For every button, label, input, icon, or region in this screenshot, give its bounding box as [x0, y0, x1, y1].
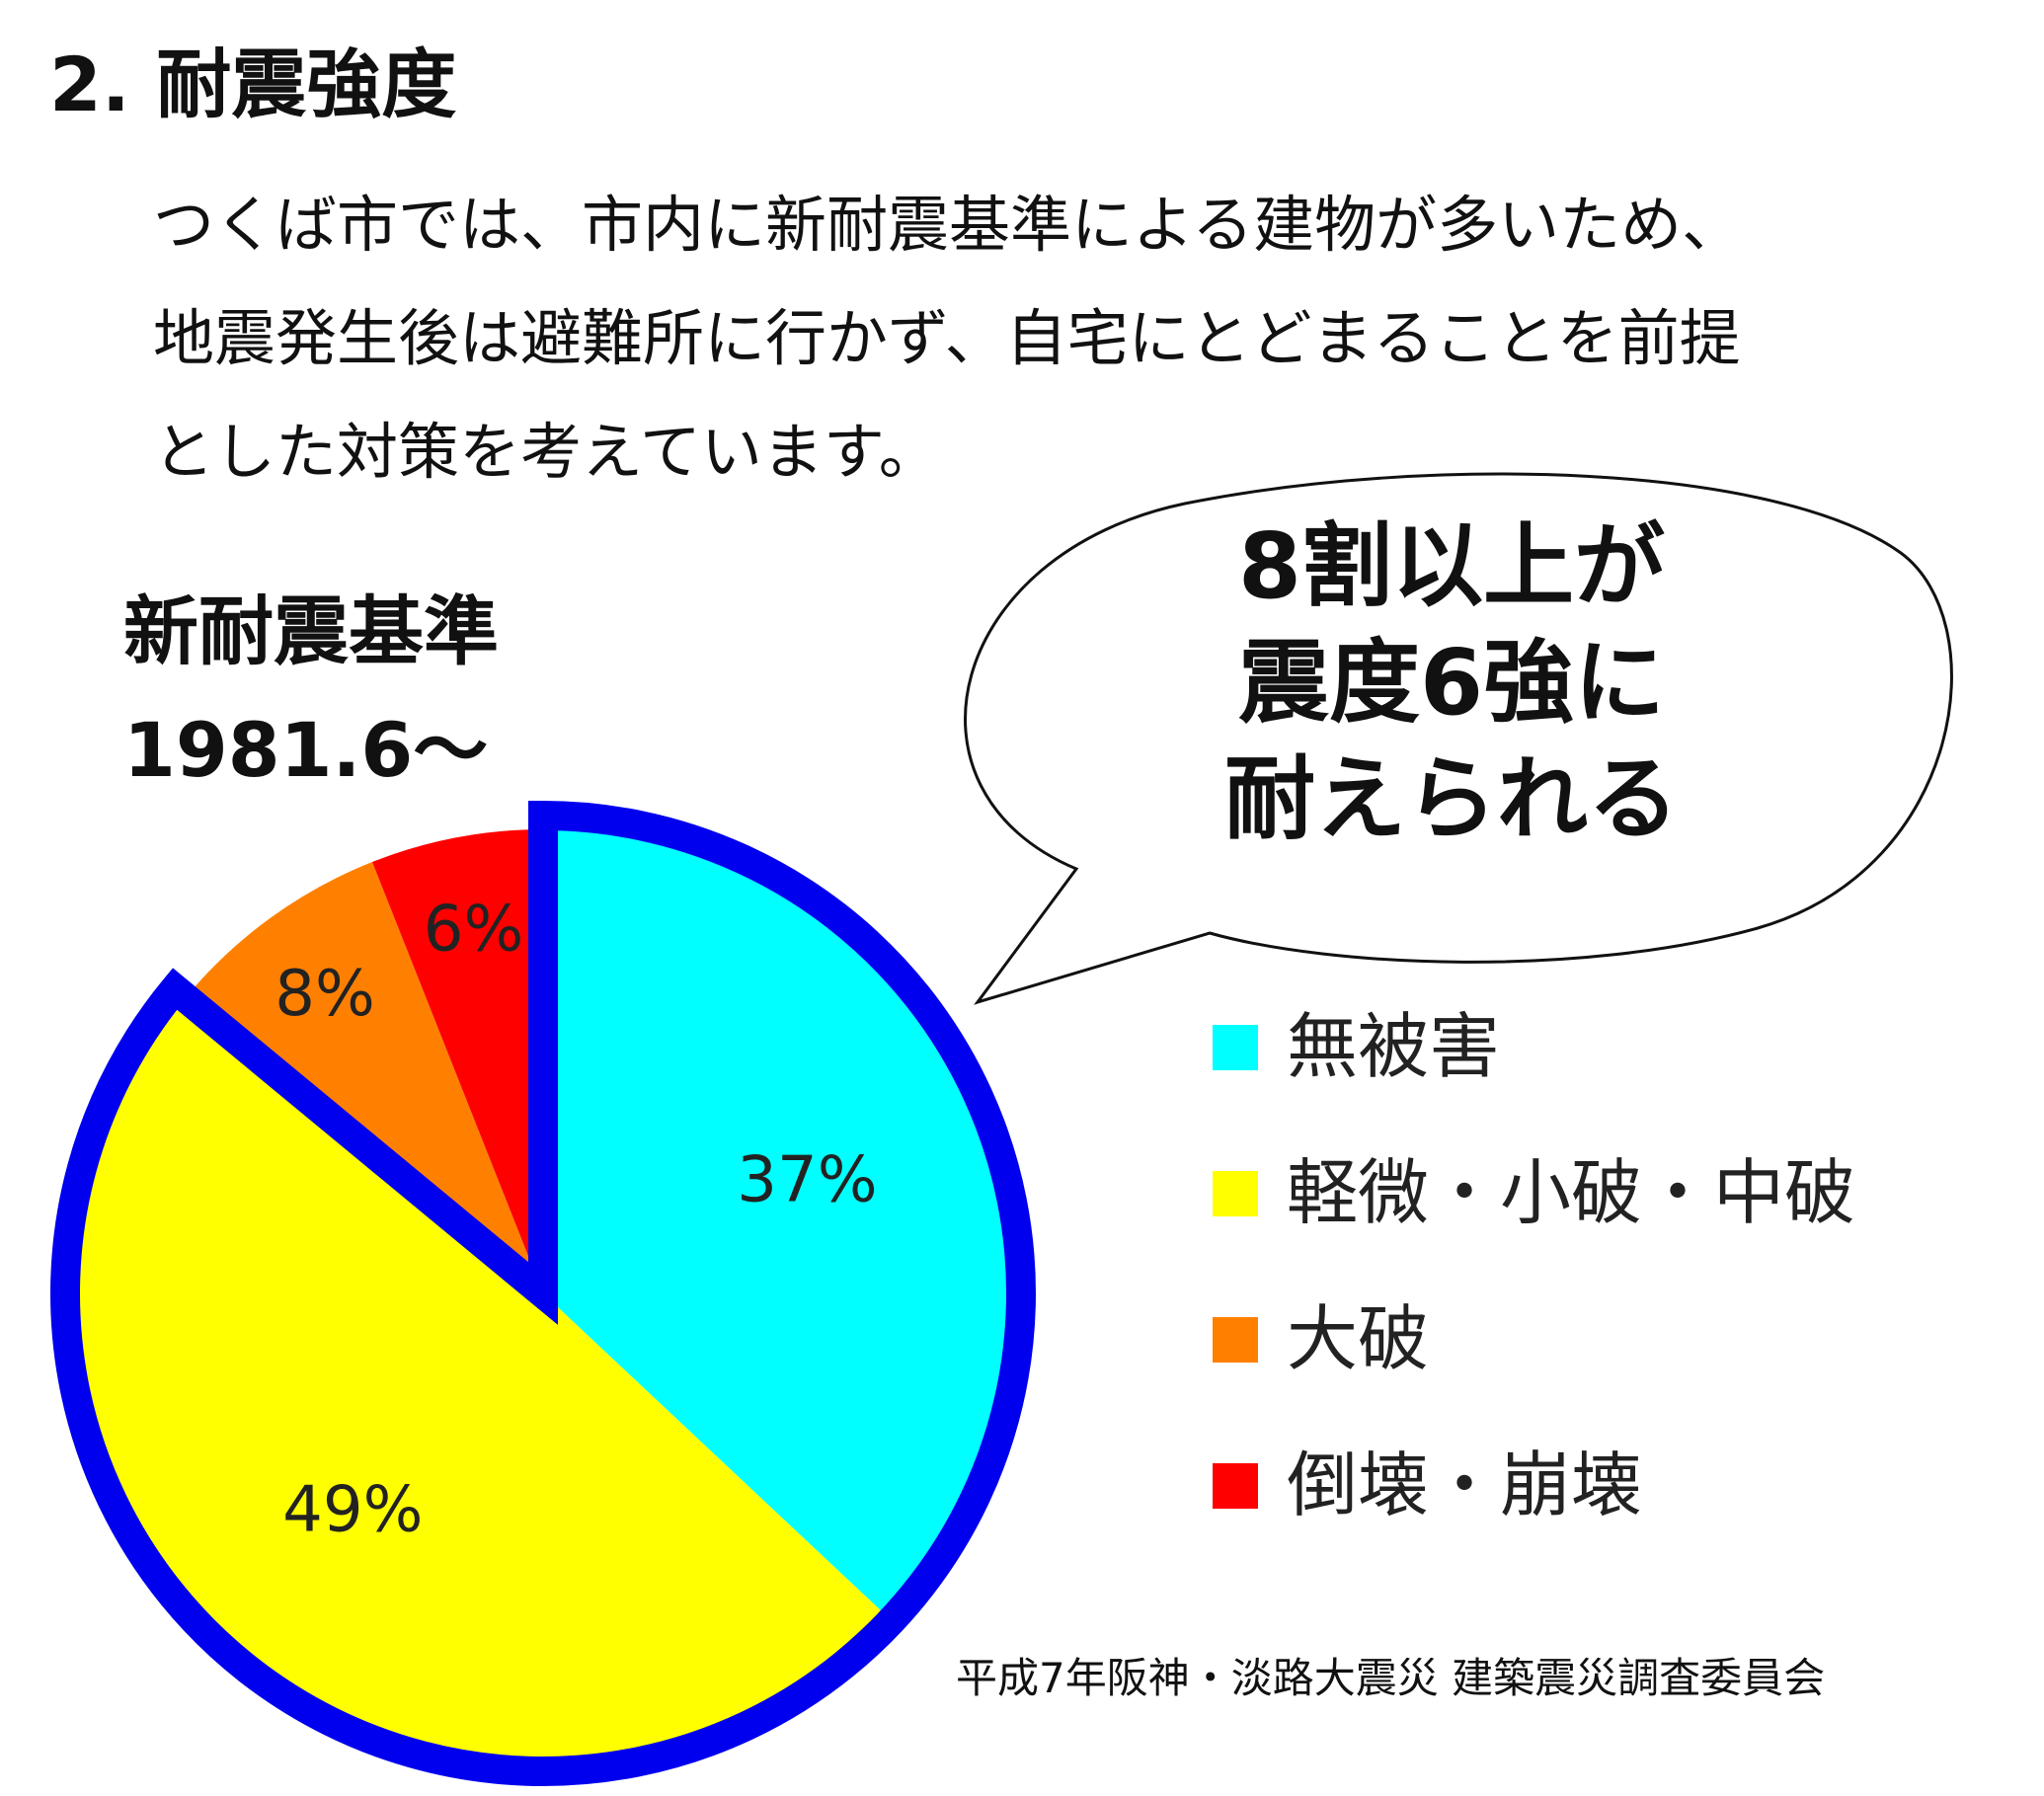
- callout-line-3: 耐えられる: [1223, 746, 1679, 852]
- highlight-outline: [50, 800, 1036, 1786]
- label-collapse: 6%: [424, 894, 524, 967]
- speech-bubble: [964, 472, 1953, 1005]
- legend-swatch: [1213, 1025, 1258, 1070]
- pie-slices: [78, 829, 1008, 1758]
- intro-line-1: つくば市では、市内に新耐震基準による建物が多いため、: [153, 189, 1744, 261]
- callout-line-1: 8割以上が: [1237, 513, 1665, 619]
- label-no-damage: 37%: [737, 1143, 877, 1216]
- legend-swatch: [1213, 1463, 1258, 1509]
- pie-value-labels: 37% 49% 8% 6%: [275, 894, 877, 1547]
- highlight-border: [50, 800, 1036, 1786]
- legend-swatch: [1213, 1317, 1258, 1363]
- callout-text: 8割以上が 震度6強に 耐えられる: [1066, 508, 1837, 858]
- chart-title-block: 新耐震基準 1981.6～: [123, 573, 499, 810]
- legend-label: 大破: [1287, 1297, 1430, 1380]
- section-heading: 2. 耐震強度: [49, 40, 457, 128]
- slice-major-damage: [185, 862, 544, 1293]
- legend-label: 無被害: [1287, 1005, 1501, 1088]
- label-minor-damage: 49%: [282, 1474, 423, 1547]
- source-note: 平成7年阪神・淡路大震災 建築震災調査委員会: [956, 1654, 1826, 1702]
- intro-line-2: 地震発生後は避難所に行かず、自宅にとどまることを前提: [153, 302, 1741, 374]
- chart-subtitle: 1981.6～: [123, 706, 489, 794]
- legend-label: 軽微・小破・中破: [1287, 1151, 1856, 1234]
- intro-line-3: とした対策を考えています。: [153, 416, 940, 488]
- legend-swatch: [1213, 1171, 1258, 1216]
- slice-minor-damage: [78, 997, 882, 1758]
- intro-text: つくば市では、市内に新耐震基準による建物が多いため、 地震発生後は避難所に行かず…: [153, 168, 2009, 508]
- chart-title: 新耐震基準: [123, 587, 499, 675]
- callout-line-2: 震度6強に: [1237, 630, 1665, 736]
- legend-label: 倒壊・崩壊: [1287, 1444, 1643, 1526]
- label-major-damage: 8%: [275, 958, 375, 1031]
- slice-no-damage: [543, 829, 1008, 1611]
- slice-collapse: [371, 829, 543, 1293]
